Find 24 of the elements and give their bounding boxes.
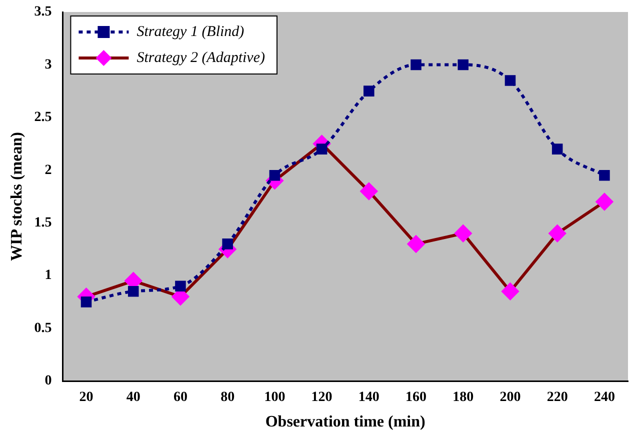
y-tick-label: 2 xyxy=(44,162,52,178)
x-tick-label: 40 xyxy=(126,390,140,406)
y-tick-label: 3.5 xyxy=(34,4,52,20)
x-tick-label: 220 xyxy=(546,390,568,406)
y-axis-title: WIP stocks (mean) xyxy=(8,132,26,261)
legend-label: Strategy 1 (Blind) xyxy=(136,24,244,40)
y-tick-label: 1.5 xyxy=(34,215,52,230)
x-tick-label: 80 xyxy=(220,390,235,406)
x-tick-label: 60 xyxy=(173,390,188,406)
x-tick-label: 20 xyxy=(79,390,94,406)
legend-label: Strategy 2 (Adaptive) xyxy=(136,50,265,66)
y-tick-label: 1 xyxy=(44,268,52,284)
y-tick-label: 0 xyxy=(44,374,52,389)
y-tick-label: 0.5 xyxy=(34,320,52,336)
x-tick-label: 180 xyxy=(452,390,474,406)
x-tick-label: 240 xyxy=(594,390,615,406)
x-tick-label: 120 xyxy=(311,390,332,406)
x-tick-label: 140 xyxy=(358,390,380,406)
x-tick-label: 160 xyxy=(406,390,427,406)
y-tick-label: 2.5 xyxy=(34,110,52,126)
x-axis-title: Observation time (min) xyxy=(265,414,426,431)
x-tick-label: 200 xyxy=(500,390,521,406)
y-tick-label: 3 xyxy=(44,57,52,72)
x-tick-label: 100 xyxy=(264,390,286,406)
